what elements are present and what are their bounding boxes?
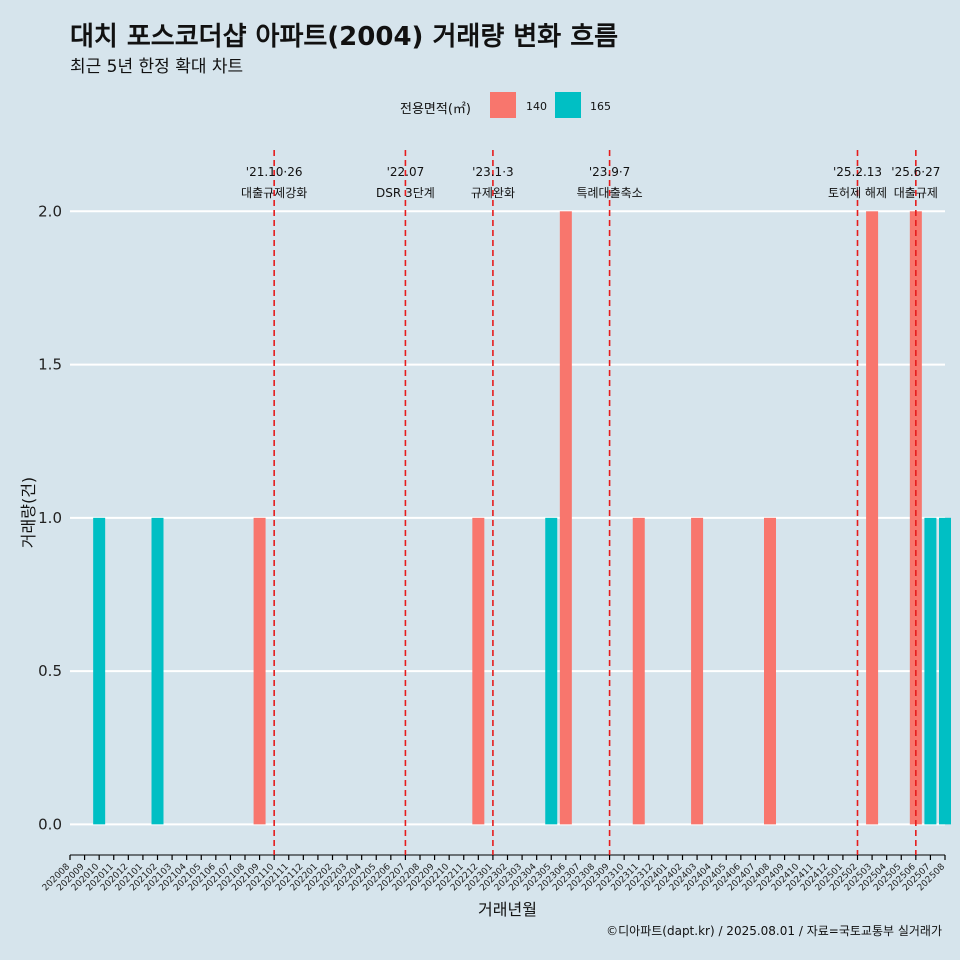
chart-subtitle: 최근 5년 한정 확대 차트 [70,57,244,77]
annotation-date: '25.2.13 [833,165,882,179]
y-axis-title: 거래량(건) [19,477,38,548]
bar-140-202408 [764,517,776,825]
bar-140-202403 [691,517,704,825]
bar-140-202311 [632,517,645,825]
y-tick-label: 2.0 [38,202,62,220]
annotation-date: '23.9·7 [589,165,630,179]
annotation-text: 대출규제 [894,186,938,200]
legend-label-165: 165 [590,100,611,113]
annotation-text: 특례대출축소 [576,186,642,200]
bar-140-202506 [909,211,922,825]
y-tick-label: 1.5 [38,356,62,374]
y-tick-label: 0.5 [38,662,62,680]
annotation-text: 대출규제강화 [241,186,307,200]
bar-165-202102 [151,517,164,825]
annotation-text: 토허제 해제 [828,186,887,200]
annotation-text: DSR 3단계 [376,186,435,200]
annotation-date: '22.07 [387,165,425,179]
bar-165-202305 [545,517,558,825]
legend-key-165 [555,92,581,118]
annotation-date: '21.10·26 [246,165,303,179]
bar-140-202503 [866,211,879,825]
annotation-date: '25.6·27 [891,165,940,179]
bar-140-202212 [472,517,485,825]
annotation-date: '23.1·3 [472,165,513,179]
chart-title: 대치 포스코더샵 아파트(2004) 거래량 변화 흐름 [70,22,619,52]
y-tick-label: 0.0 [38,815,62,833]
legend-key-140 [490,92,516,118]
legend-label-140: 140 [526,100,547,113]
legend: 전용면적(㎡) 140 165 [0,92,960,122]
bar-140-202306 [559,211,572,825]
y-tick-label: 1.0 [38,509,62,527]
bar-165-202507 [924,517,937,825]
legend-title: 전용면적(㎡) [400,102,471,117]
annotation-text: 규제완화 [471,186,515,200]
bar-165-202010 [93,517,106,825]
bar-165-202508 [939,517,951,825]
bar-140-202109 [253,517,266,825]
x-axis-title: 거래년월 [478,900,537,919]
chart-caption: ©디아파트(dapt.kr) / 2025.08.01 / 자료=국토교통부 실… [606,924,942,938]
